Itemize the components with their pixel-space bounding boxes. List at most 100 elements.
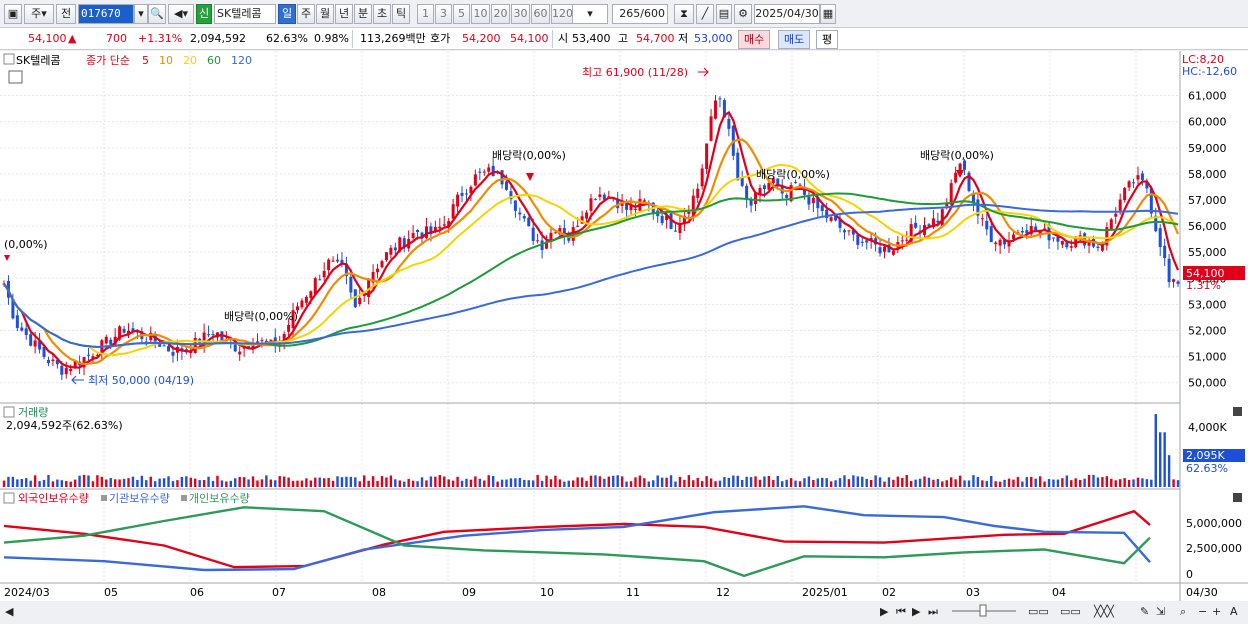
volume-bar [1105, 476, 1109, 487]
minute-button-1[interactable]: 3 [435, 4, 452, 24]
period-tab-2[interactable]: 월 [316, 4, 334, 24]
indicator-icon[interactable]: ╳╳╳ [1093, 604, 1115, 618]
prev-button[interactable]: 전 [56, 4, 76, 24]
last-page-icon[interactable]: ⏭ [928, 605, 938, 618]
volume-bar [647, 481, 651, 487]
candle-body [927, 224, 931, 227]
volume-bar [394, 479, 397, 487]
candle-icon[interactable]: ⧗ [674, 4, 694, 24]
holdings-collapse-icon[interactable] [3, 492, 15, 504]
minute-button-7[interactable]: 120 [551, 4, 573, 24]
draw-icon[interactable]: ✎ [1140, 605, 1149, 618]
table-icon[interactable] [8, 70, 23, 84]
volume-bar [718, 480, 722, 487]
minute-combo[interactable]: ▾ [572, 4, 608, 24]
first-page-icon[interactable]: ⏮ [896, 605, 906, 618]
candle-body [189, 351, 193, 354]
legend-stock-name: SK텔레콤 [16, 54, 61, 67]
minute-button-4[interactable]: 20 [491, 4, 510, 24]
save-icon[interactable]: ▤ [716, 4, 732, 24]
plus-icon[interactable]: + [1212, 605, 1221, 618]
stock-chart[interactable]: SK텔레콤 종가 단순 5 10 20 60 120 LC:8,20 HC:-12,60… [0, 51, 1248, 621]
candle-body [758, 188, 762, 196]
buy-button[interactable]: 매수 [738, 30, 771, 49]
candle-body [749, 198, 753, 206]
holdings-line-1 [3, 505, 1151, 572]
candle-body [211, 334, 215, 336]
volume-bar [242, 477, 246, 487]
window-icon[interactable]: ▭▭ [1060, 605, 1081, 618]
holdings-legend: 외국인보유수량 기관보유수량 개인보유수량 [18, 492, 250, 505]
minus-icon[interactable]: − [1198, 605, 1207, 618]
count-input[interactable]: 265/600 [612, 4, 668, 24]
play-icon[interactable]: ▶ [912, 605, 921, 618]
y-tick-label: 58,000 [1188, 168, 1227, 181]
volume-bar [247, 479, 250, 487]
candle-body [691, 195, 695, 215]
gear-icon[interactable]: ⚙ [734, 4, 752, 24]
candle-body [705, 143, 709, 169]
x-tick-label: 12 [716, 586, 730, 599]
draw-tool-icon[interactable]: ╱ [696, 4, 714, 24]
candle-body [353, 289, 357, 308]
x-tick-label: 03 [966, 586, 980, 599]
zoom-slider-handle[interactable] [979, 604, 987, 617]
divider [552, 30, 553, 48]
sell-button[interactable]: 매도 [778, 30, 811, 49]
candle-body [727, 119, 731, 129]
period-tab-6[interactable]: 틱 [392, 4, 410, 24]
candle-body [585, 212, 589, 219]
search-icon[interactable]: 🔍 [148, 4, 166, 24]
type-select[interactable]: 주▾ [24, 4, 54, 24]
ma-legend-10: 10 [159, 54, 173, 67]
scroll-left-icon[interactable]: ◀ [5, 605, 14, 618]
volume-bar [487, 475, 490, 487]
minute-button-5[interactable]: 30 [511, 4, 530, 24]
candle-body [665, 215, 669, 220]
holdings-close-icon[interactable] [1233, 493, 1242, 502]
window-menu-icon[interactable]: ▣ [4, 4, 22, 24]
volume-bar [251, 476, 255, 487]
fit-icon[interactable]: ⇲ [1156, 605, 1165, 618]
evaluate-button[interactable]: 평 [816, 30, 839, 49]
volume-bar [42, 480, 46, 487]
volume-bar [78, 475, 81, 487]
minute-button-6[interactable]: 60 [531, 4, 550, 24]
sound-icon[interactable]: ◀▾ [168, 4, 194, 24]
ma-line-120 [3, 203, 1179, 349]
date-input[interactable]: 2025/04/30 [754, 4, 820, 24]
period-tab-0[interactable]: 일 [278, 4, 296, 24]
period-tab-4[interactable]: 분 [354, 4, 372, 24]
minute-button-2[interactable]: 5 [453, 4, 470, 24]
volume-bar [883, 481, 886, 487]
stock-code-input[interactable]: 017670 [78, 4, 134, 24]
candle-body [860, 241, 864, 243]
zoom-out-icon[interactable]: ⌕ [1180, 605, 1186, 618]
volume-ratio: 62.63% [266, 32, 308, 45]
code-dropdown-icon[interactable]: ▾ [134, 4, 148, 24]
volume-bar [403, 481, 406, 487]
volume-bar [865, 478, 868, 487]
volume-bar [438, 475, 442, 487]
calendar-icon[interactable]: ▦ [820, 4, 836, 24]
period-tab-1[interactable]: 주 [297, 4, 315, 24]
period-tab-5[interactable]: 초 [373, 4, 391, 24]
chart-area[interactable]: SK텔레콤 종가 단순 5 10 20 60 120 LC:8,20 HC:-12,60… [0, 51, 1248, 621]
volume-bar [1145, 479, 1149, 487]
candle-body [940, 209, 944, 226]
volume-collapse-icon[interactable] [3, 406, 15, 418]
last-price-label: 54,100 [1186, 267, 1225, 280]
minute-button-3[interactable]: 10 [471, 4, 490, 24]
period-tab-3[interactable]: 년 [335, 4, 353, 24]
collapse-icon[interactable] [3, 53, 15, 65]
minute-button-0[interactable]: 1 [417, 4, 434, 24]
candle-body [580, 216, 584, 224]
x-tick-label: 2025/01 [802, 586, 848, 599]
volume-close-icon[interactable] [1233, 407, 1242, 416]
volume-bar [740, 480, 744, 487]
candle-body [429, 226, 433, 235]
scroll-right-icon[interactable]: ▶ [880, 605, 889, 618]
layout-icon[interactable]: ▭▭ [1028, 605, 1049, 618]
volume-bar [47, 474, 50, 487]
text-size-icon[interactable]: A [1230, 605, 1238, 618]
